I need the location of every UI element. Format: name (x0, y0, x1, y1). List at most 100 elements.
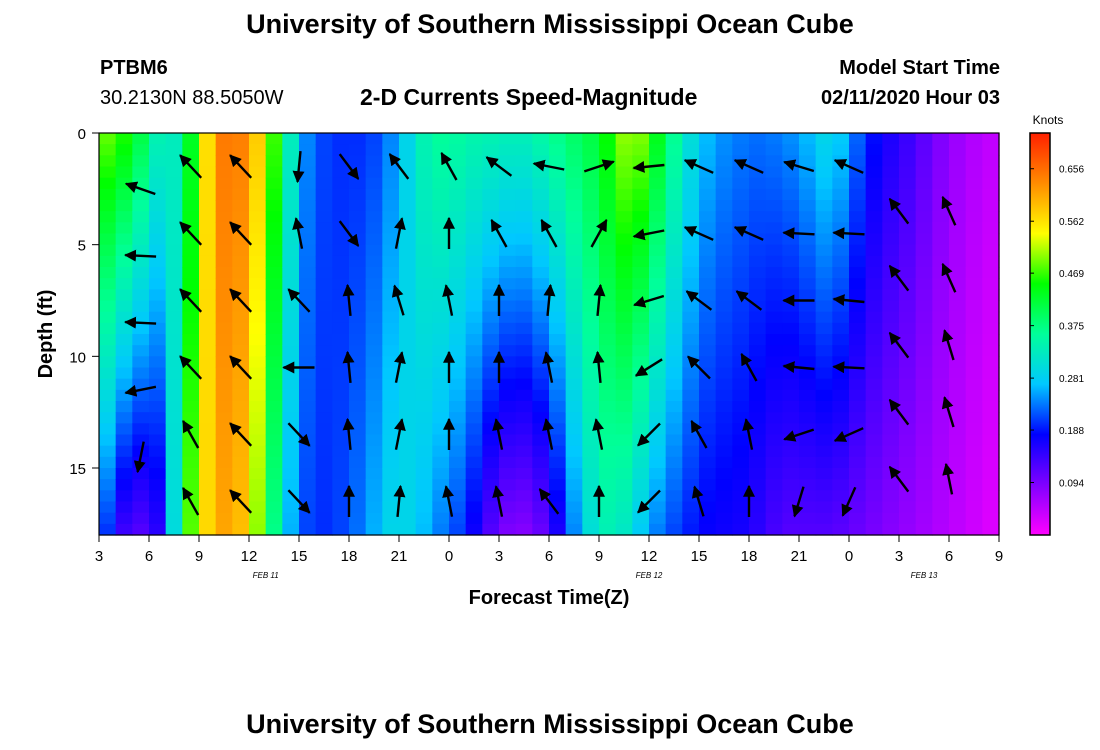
heat-cell (132, 389, 150, 402)
heat-cell (115, 289, 133, 302)
heat-cell (515, 300, 533, 313)
heat-cell (115, 356, 133, 369)
heat-cell (732, 423, 750, 436)
heat-cell (632, 188, 650, 201)
heat-cell (299, 278, 317, 290)
heat-cell (132, 512, 150, 525)
heat-cell (715, 456, 733, 469)
heat-cell (715, 523, 733, 536)
heat-cell (199, 133, 217, 145)
heat-cell (849, 423, 867, 436)
heat-cell (982, 177, 1000, 190)
heat-cell (315, 211, 333, 223)
heat-cell (782, 233, 800, 246)
heat-cell (649, 501, 667, 514)
heat-cell (365, 188, 383, 201)
heat-cell (882, 512, 900, 525)
current-vector-arrow (542, 418, 554, 450)
heat-cell (815, 423, 833, 436)
heat-cell (282, 255, 300, 268)
heat-cell (182, 468, 200, 480)
heat-cell (632, 255, 650, 268)
heat-cell (165, 200, 183, 212)
heat-cell (465, 166, 483, 179)
heat-cell (882, 155, 900, 168)
heat-cell (582, 267, 600, 279)
heat-cell (132, 523, 150, 536)
heat-cell (399, 334, 417, 346)
x-tick-label: 18 (741, 548, 758, 565)
heat-cell (699, 356, 717, 369)
heat-cell (965, 456, 983, 469)
heat-cell (449, 356, 467, 369)
heat-cell (382, 200, 400, 212)
heat-cell (599, 211, 617, 223)
heat-cell (482, 523, 500, 536)
heat-cell (982, 322, 1000, 335)
heat-cell (965, 501, 983, 514)
heat-cell (382, 490, 400, 503)
heat-cell (565, 512, 583, 525)
heat-cell (882, 501, 900, 514)
heat-cell (799, 334, 817, 346)
current-vector-arrow (633, 294, 665, 308)
heat-cell (765, 289, 783, 302)
heat-cell (632, 244, 650, 257)
heat-cell (632, 423, 650, 436)
heat-cell (182, 166, 200, 179)
heat-cell (499, 345, 517, 357)
heat-cell (799, 468, 817, 480)
heat-cell (115, 367, 133, 380)
heat-cell (849, 311, 867, 324)
heat-cell (515, 456, 533, 469)
heat-cell (315, 177, 333, 190)
heat-cell (449, 289, 467, 302)
heat-cell (449, 378, 467, 391)
heat-cell (115, 334, 133, 346)
heat-cell (415, 244, 433, 257)
heat-cell (615, 345, 633, 357)
heat-cell (832, 200, 850, 212)
heat-cell (949, 401, 967, 413)
heat-cell (165, 512, 183, 525)
heat-cell (249, 144, 267, 156)
heat-cell (165, 401, 183, 413)
heat-cell (899, 468, 917, 480)
heat-cell (782, 490, 800, 503)
heat-cell (682, 445, 700, 458)
heat-cell (749, 222, 767, 235)
heat-cell (199, 144, 217, 156)
heat-cell (432, 177, 450, 190)
heat-cell (265, 468, 283, 480)
heat-cell (415, 278, 433, 290)
heat-cell (382, 512, 400, 525)
heat-cell (649, 456, 667, 469)
heat-cell (432, 244, 450, 257)
colorbar-tick-label: 0.094 (1059, 479, 1084, 490)
current-vector-arrow (832, 227, 865, 240)
heat-cell (865, 300, 883, 313)
heat-cell (365, 456, 383, 469)
heat-cell (99, 144, 117, 156)
heat-cell (682, 334, 700, 346)
heat-cell (565, 434, 583, 447)
heat-cell (532, 255, 550, 268)
heat-cell (365, 233, 383, 246)
heat-cell (232, 300, 250, 313)
heat-cell (299, 222, 317, 235)
heat-cell (532, 311, 550, 324)
heat-cell (932, 501, 950, 514)
heat-cell (949, 479, 967, 491)
chart-title: University of Southern Mississippi Ocean… (246, 9, 854, 39)
heat-cell (749, 401, 767, 413)
heat-cell (749, 412, 767, 424)
heat-cell (715, 144, 733, 156)
heat-cell (782, 523, 800, 536)
heat-cell (732, 244, 750, 257)
heat-cell (699, 322, 717, 335)
heat-cell (915, 289, 933, 302)
heat-cell (815, 133, 833, 145)
heat-cell (699, 278, 717, 290)
heat-cell (799, 501, 817, 514)
heat-cell (599, 479, 617, 491)
